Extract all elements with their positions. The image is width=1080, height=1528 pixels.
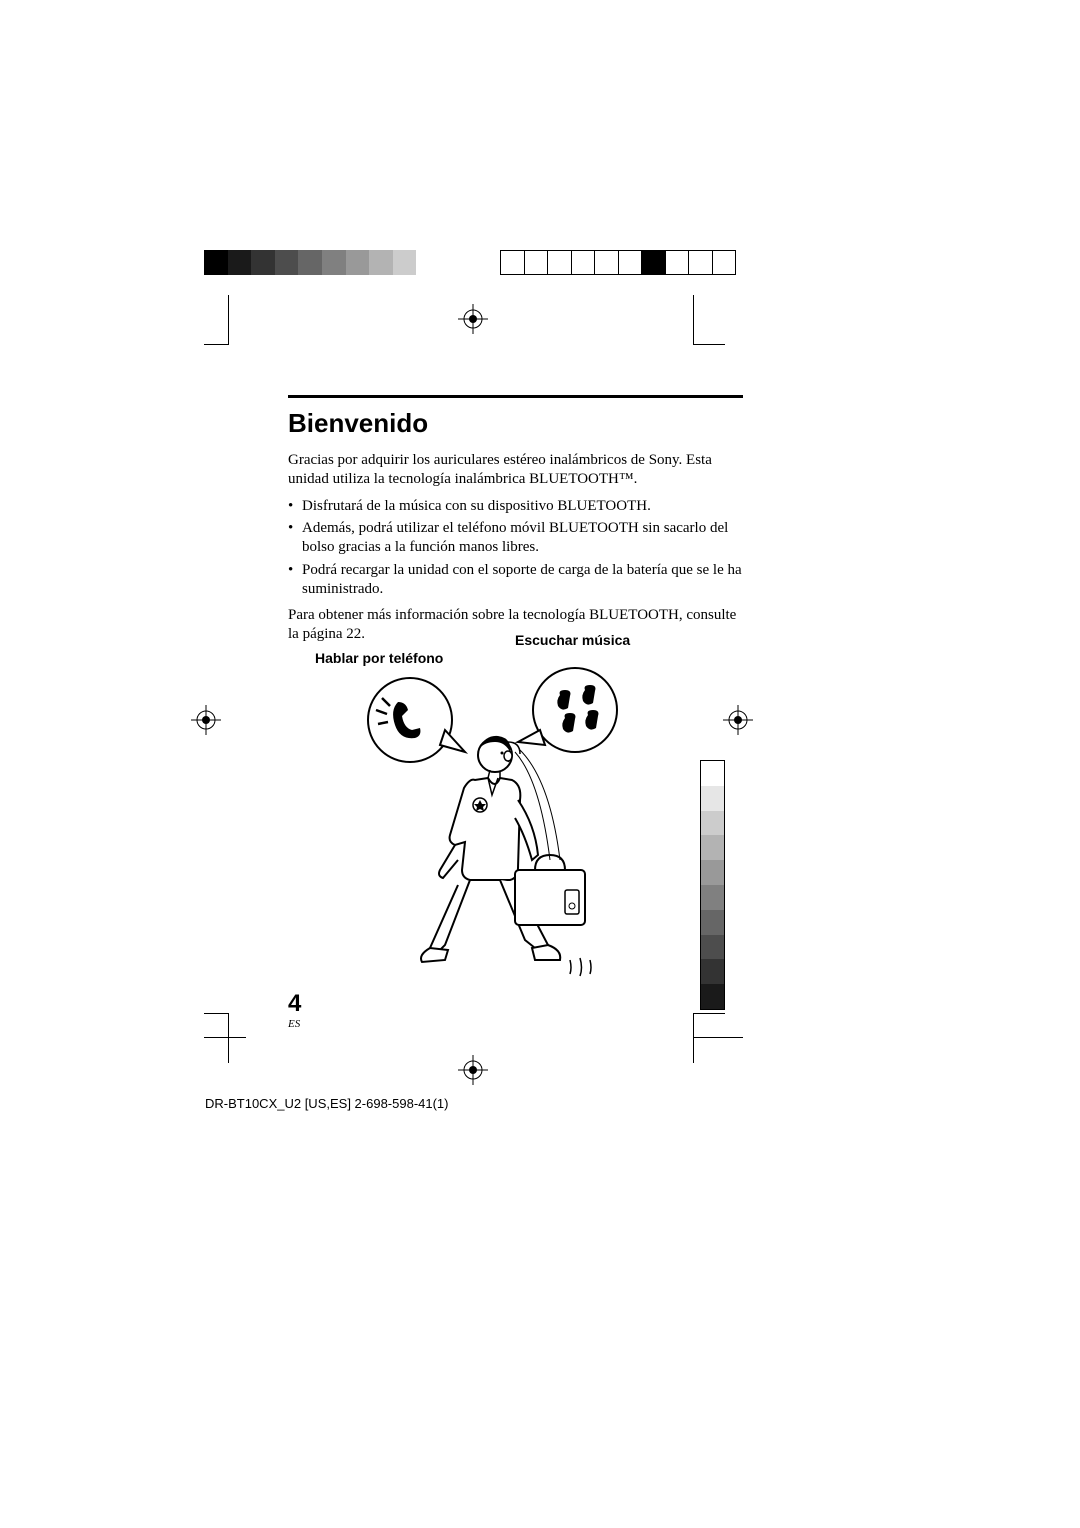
manual-page: Bienvenido Gracias por adquirir los auri… (0, 0, 1080, 1528)
list-item: Podrá recargar la unidad con el soporte … (288, 561, 743, 599)
feature-list: Disfrutará de la música con su dispositi… (288, 497, 743, 599)
grayscale-bar-right (700, 760, 725, 1010)
grayscale-bar-top (204, 250, 440, 275)
list-item: Además, podrá utilizar el teléfono móvil… (288, 519, 743, 557)
section-heading: Bienvenido (288, 395, 743, 439)
person-illustration (340, 660, 680, 1000)
content-area: Bienvenido Gracias por adquirir los auri… (288, 395, 743, 644)
registration-target-icon (458, 1055, 488, 1085)
music-label: Escuchar música (515, 632, 630, 648)
registration-target-icon (723, 705, 753, 735)
intro-text: Gracias por adquirir los auriculares est… (288, 451, 743, 489)
page-number: 4 (288, 990, 301, 1018)
crop-mark (204, 1013, 229, 1063)
registration-squares-top (500, 250, 736, 275)
language-code: ES (288, 1018, 300, 1030)
crop-mark (693, 1037, 743, 1038)
footer-document-code: DR-BT10CX_U2 [US,ES] 2-698-598-41(1) (205, 1096, 449, 1111)
crop-mark (693, 1013, 725, 1063)
list-item: Disfrutará de la música con su dispositi… (288, 497, 743, 516)
crop-mark (204, 1037, 246, 1038)
registration-target-icon (458, 304, 488, 334)
registration-target-icon (191, 705, 221, 735)
crop-mark (204, 295, 229, 345)
crop-mark (693, 295, 725, 345)
